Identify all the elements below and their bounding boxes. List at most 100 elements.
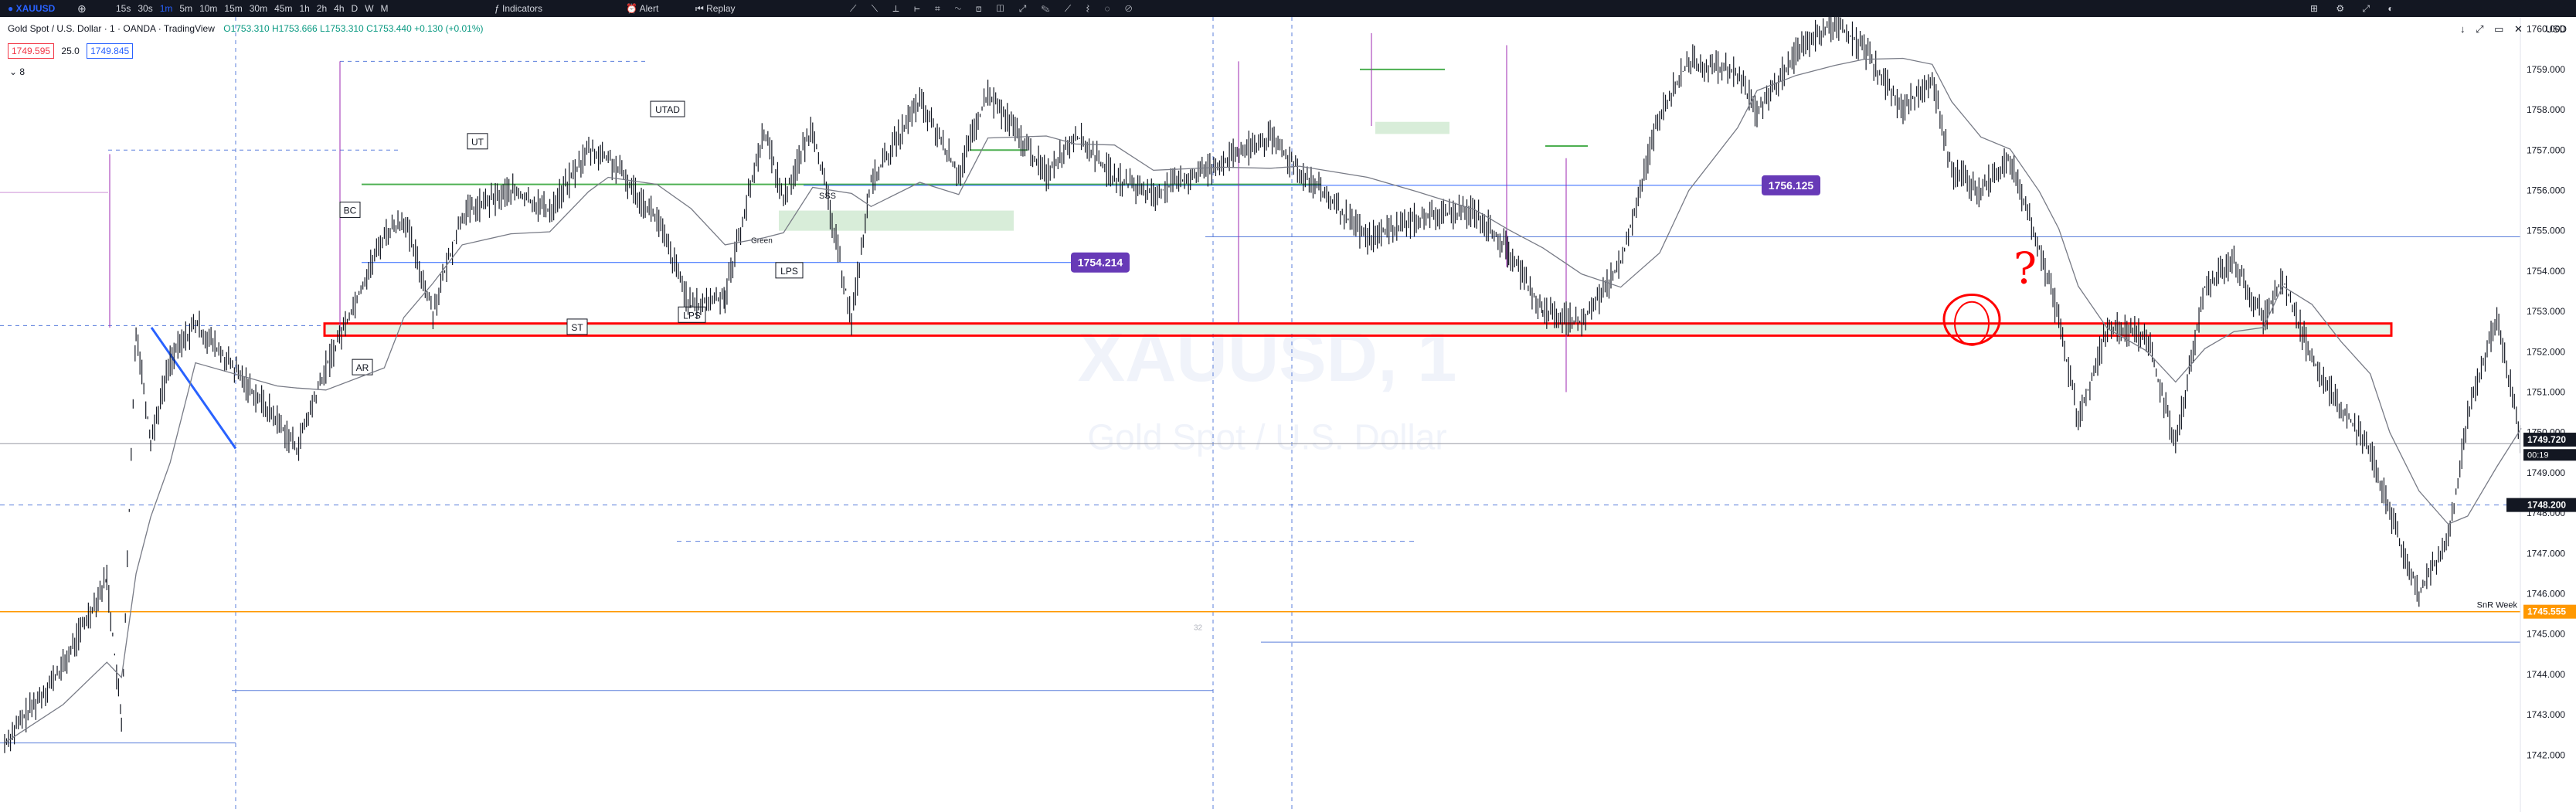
countdown-tag-bg: [2523, 449, 2576, 461]
replay-button[interactable]: ⏮ Replay: [695, 3, 736, 14]
price-tick-label: 1759.000: [2527, 64, 2565, 75]
interval-selector: 15s 30s 1m 5m 10m 15m 30m 45m 1h 2h 4h D W M: [116, 2, 396, 15]
price-tick-label: 1758.000: [2527, 104, 2565, 115]
label-ar: AR: [356, 362, 369, 373]
label-lps-2-box: [678, 306, 706, 323]
label-utad-box: [650, 100, 685, 117]
trend-line: [150, 327, 237, 450]
price-tick-label: 1757.000: [2527, 144, 2565, 155]
supply-zone: [1375, 121, 1449, 134]
buy-price-button[interactable]: 1749.845: [87, 43, 134, 59]
countdown-tag: 00:19: [2527, 450, 2549, 460]
axis-currency: USD: [2545, 23, 2567, 35]
demand-zone: [779, 210, 1014, 231]
badge-1756: 1756.125: [1769, 179, 1814, 192]
badge-1754: 1754.214: [1078, 257, 1123, 269]
price-tick-label: 1752.000: [2527, 346, 2565, 357]
interval-30s[interactable]: 30s: [138, 3, 153, 14]
crosshair-icon[interactable]: [2506, 498, 2523, 512]
window-icon[interactable]: ▭: [2494, 23, 2504, 35]
indicators-button[interactable]: ƒ Indicators: [494, 3, 543, 14]
price-tick-label: 1753.000: [2527, 306, 2565, 317]
price-tick-label: 1760.000: [2527, 24, 2565, 35]
alert-button[interactable]: ⏰ Alert: [626, 3, 659, 14]
layout-settings-icon[interactable]: ⊞ ⚙ ⤢ ◐: [2310, 3, 2401, 14]
snr-price-tag: 1745.555: [2527, 606, 2566, 617]
price-tick-label: 1755.000: [2527, 226, 2565, 236]
price-tick-label: 1749.000: [2527, 467, 2565, 478]
layers-toggle[interactable]: ⌄ 8: [9, 66, 25, 77]
buy-sell-panel: 1749.595 25.0 1749.845: [8, 43, 134, 59]
interval-5m[interactable]: 5m: [179, 3, 193, 14]
snr-price-tag-bg: [2523, 604, 2576, 619]
label-ar-box: [352, 358, 373, 375]
interval-15m[interactable]: 15m: [224, 3, 243, 14]
label-bc-box: [339, 202, 361, 219]
alert-icon: ⏰: [626, 3, 640, 14]
interval-1h[interactable]: 1h: [299, 3, 310, 14]
label-ut: UT: [471, 137, 484, 148]
label-lps-1: LPS: [780, 266, 798, 277]
legend-title: Gold Spot / U.S. Dollar · 1 · OANDA · Tr…: [8, 23, 215, 34]
spread-value: 25.0: [61, 46, 80, 56]
price-tick-label: 1745.000: [2527, 629, 2565, 640]
interval-15s[interactable]: 15s: [116, 3, 131, 14]
badge-1756-bg: [1762, 175, 1820, 195]
red-resistance-box: [323, 322, 2393, 337]
label-bc: BC: [344, 206, 357, 216]
badge-1754-bg: [1071, 252, 1130, 273]
current-price-tag: 1749.720: [2527, 434, 2566, 445]
price-tick-label: 1756.000: [2527, 185, 2565, 195]
red-circle-mark-inner: [1954, 301, 1990, 346]
price-axis[interactable]: 1742.000 1743.000 1744.000 1745.000 1746.000…: [2477, 17, 2576, 812]
interval-2h[interactable]: 2h: [316, 3, 328, 14]
interval-4h[interactable]: 4h: [334, 3, 345, 14]
interval-10m[interactable]: 10m: [199, 3, 218, 14]
current-price-tag-bg: [2523, 433, 2576, 447]
chevron-down-icon: ⌄: [9, 66, 20, 77]
scroll-down-icon[interactable]: ↓: [2459, 23, 2466, 35]
label-small-number: 32: [1194, 623, 1203, 632]
indicators-icon: ƒ: [494, 3, 503, 14]
red-circle-mark: [1942, 294, 2001, 345]
price-series-layer: [4, 17, 2522, 753]
price-tick-label: 1747.000: [2527, 548, 2565, 559]
interval-30m[interactable]: 30m: [249, 3, 268, 14]
interval-D[interactable]: D: [351, 3, 359, 14]
interval-M[interactable]: M: [380, 3, 389, 14]
question-mark: ?: [2014, 244, 2037, 294]
drawing-tools-icon[interactable]: ⟋ ⟍ ⊥ ⊢ ⌗ ∿ ⊡ ◫ ⤢ ✎ ⟋ ⌇ ◌ ⊘: [850, 3, 1139, 14]
label-lps-2: LPS: [683, 310, 701, 321]
interval-W[interactable]: W: [365, 3, 374, 14]
dashed-price-tag-bg: [2523, 498, 2576, 512]
top-toolbar: ● XAUUSD ⊕ 15s 30s 1m 5m 10m 15m 30m 45m 1h 2h 4h D…: [0, 0, 2576, 17]
green-zone-main: [325, 322, 2391, 334]
annotation-layer: 1754.214 1756.125 UT UTAD BC AR ST LPS LPS SSS Gre…: [109, 32, 2393, 632]
price-tick-label: 1744.000: [2527, 669, 2565, 680]
label-utad: UTAD: [655, 104, 680, 115]
price-tick-label: 1751.000: [2527, 386, 2565, 397]
label-st-box: [566, 318, 588, 335]
price-tick-label: 1742.000: [2527, 749, 2565, 760]
label-green: Green: [751, 236, 773, 245]
symbol-search-button[interactable]: ● XAUUSD: [8, 3, 56, 14]
price-tick-label: 1754.000: [2527, 266, 2565, 277]
add-symbol-icon[interactable]: ⊕: [77, 2, 87, 15]
label-st: ST: [571, 322, 583, 333]
interval-1m[interactable]: 1m: [159, 3, 173, 14]
dashed-price-tag: 1748.200: [2527, 500, 2566, 511]
label-lps-1-box: [775, 262, 804, 279]
label-sss: SSS: [819, 192, 836, 201]
sell-price-button[interactable]: 1749.595: [8, 43, 55, 59]
moving-average-line: [4, 57, 2522, 744]
close-icon[interactable]: ✕: [2514, 23, 2523, 35]
symbol-logo-icon: ●: [8, 3, 16, 14]
axis-tools: ↓ ⤢ ▭ ✕ USD: [2452, 23, 2567, 36]
interval-45m[interactable]: 45m: [274, 3, 293, 14]
maximize-icon[interactable]: ⤢: [2476, 23, 2484, 35]
snr-week-label: SnR Week: [2477, 601, 2518, 610]
watermark-name: Gold Spot / U.S. Dollar: [1087, 417, 1446, 457]
price-tick-label: 1746.000: [2527, 588, 2565, 599]
price-tick-label: 1743.000: [2527, 709, 2565, 720]
